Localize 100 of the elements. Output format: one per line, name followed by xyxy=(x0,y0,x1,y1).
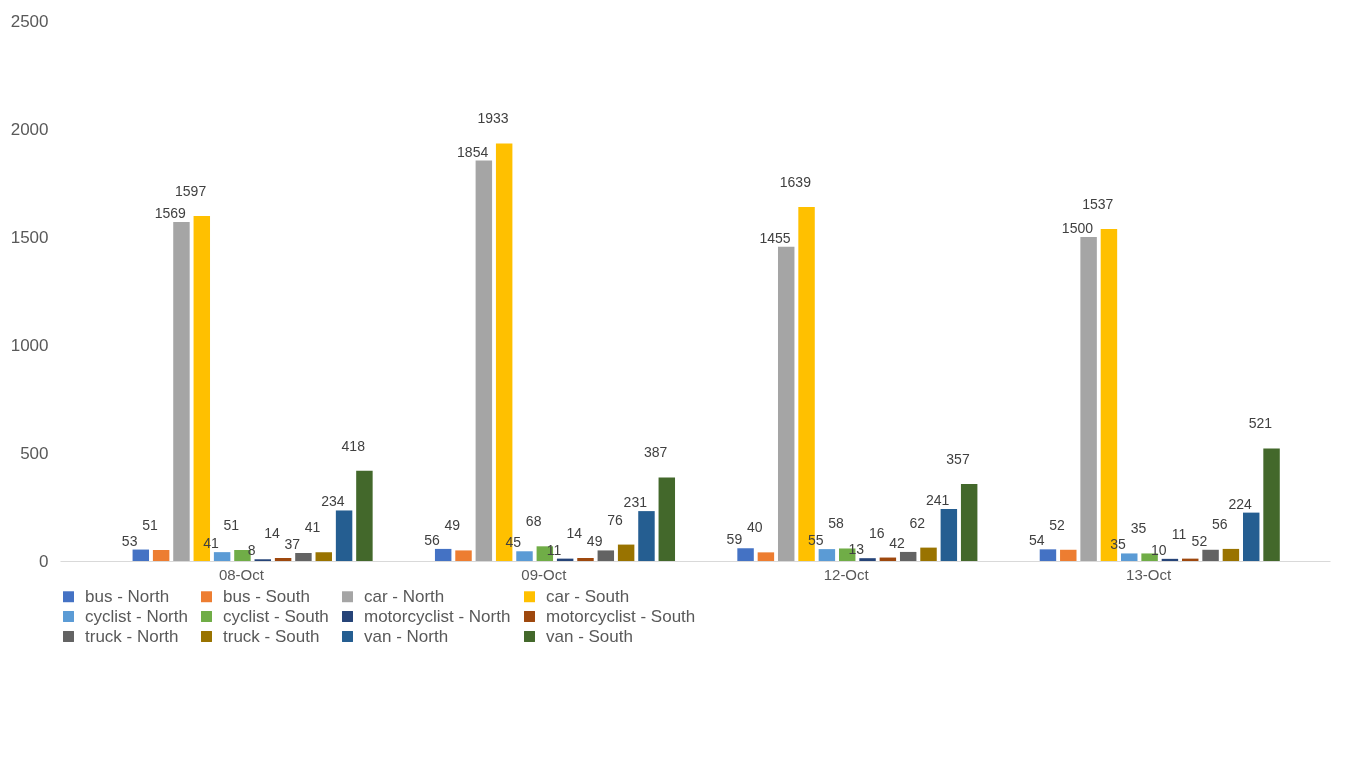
y-tick-label: 2000 xyxy=(10,119,49,139)
data-label: 418 xyxy=(341,437,366,454)
bar xyxy=(1060,549,1077,561)
data-label: 234 xyxy=(321,493,345,510)
data-label: 11 xyxy=(1171,525,1187,542)
legend-label: van - North xyxy=(364,626,449,646)
data-label: 1854 xyxy=(457,143,489,160)
data-label: 58 xyxy=(828,515,845,532)
data-label: 8 xyxy=(247,542,256,559)
bar xyxy=(1121,553,1138,561)
bar xyxy=(757,552,775,561)
bar xyxy=(818,549,836,561)
data-label: 14 xyxy=(566,524,583,541)
bar xyxy=(1039,549,1057,561)
bar xyxy=(1243,512,1260,561)
data-label: 51 xyxy=(142,516,158,533)
legend-label: bus - South xyxy=(223,586,310,606)
data-label: 49 xyxy=(586,533,603,550)
data-label: 357 xyxy=(946,450,970,467)
data-label: 52 xyxy=(1191,532,1208,549)
bar xyxy=(737,548,754,561)
data-label: 1537 xyxy=(1082,196,1114,213)
data-label: 42 xyxy=(889,534,906,551)
bar xyxy=(274,557,292,561)
bar xyxy=(638,511,655,561)
y-tick-label: 2500 xyxy=(10,11,49,31)
x-tick-label: 12-Oct xyxy=(823,565,870,583)
bar xyxy=(356,470,373,561)
bar xyxy=(335,510,353,561)
data-label: 68 xyxy=(525,513,542,530)
data-label: 16 xyxy=(868,524,885,541)
bar xyxy=(940,508,958,561)
data-label: 51 xyxy=(223,516,240,533)
bar xyxy=(152,549,170,561)
x-tick-label: 13-Oct xyxy=(1126,565,1172,583)
bar xyxy=(1141,553,1158,561)
bar xyxy=(1222,548,1240,561)
data-label: 1639 xyxy=(779,173,812,190)
data-label: 14 xyxy=(264,524,280,541)
data-label: 52 xyxy=(1049,516,1066,533)
legend-label: motorcyclist - South xyxy=(546,606,696,626)
legend-label: bus - North xyxy=(85,586,170,606)
bar xyxy=(920,547,937,561)
legend-label: cyclist - North xyxy=(85,606,188,626)
data-label: 1569 xyxy=(154,205,187,222)
bar xyxy=(777,246,795,561)
bar xyxy=(960,483,978,561)
bar xyxy=(859,558,876,561)
data-label: 241 xyxy=(925,491,950,508)
data-label: 10 xyxy=(1150,541,1167,558)
legend-label: car - South xyxy=(546,586,630,606)
data-label: 37 xyxy=(284,536,301,553)
bar xyxy=(475,160,493,561)
data-label: 62 xyxy=(909,514,926,531)
bar xyxy=(899,551,917,561)
bar xyxy=(516,551,533,561)
bar xyxy=(1202,549,1219,561)
data-label: 54 xyxy=(1028,532,1045,549)
bar xyxy=(315,552,332,561)
bar xyxy=(1080,237,1097,561)
data-label: 521 xyxy=(1248,415,1273,432)
y-tick-label: 500 xyxy=(20,443,49,463)
data-label: 387 xyxy=(643,444,668,461)
legend-label: truck - South xyxy=(223,626,320,646)
data-label: 56 xyxy=(1211,515,1228,532)
bar xyxy=(1263,448,1280,561)
data-label: 56 xyxy=(424,531,440,548)
data-label: 1455 xyxy=(759,229,791,246)
bar xyxy=(173,222,190,561)
legend-label: motorcyclist - North xyxy=(364,606,511,626)
bar xyxy=(577,557,594,561)
data-label: 49 xyxy=(444,517,461,534)
legend-label: car - North xyxy=(364,586,445,606)
legend-label: truck - North xyxy=(85,626,179,646)
y-tick-label: 0 xyxy=(39,551,49,571)
data-label: 59 xyxy=(726,531,743,548)
data-label: 41 xyxy=(304,519,321,536)
x-tick-label: 09-Oct xyxy=(521,565,568,583)
data-label: 224 xyxy=(1228,495,1252,512)
x-tick-label: 08-Oct xyxy=(218,565,265,583)
data-label: 1500 xyxy=(1061,220,1094,236)
y-tick-label: 1000 xyxy=(10,335,49,355)
data-label: 1597 xyxy=(175,183,207,200)
data-label: 13 xyxy=(848,541,865,558)
bar xyxy=(455,550,472,561)
data-label: 1933 xyxy=(477,110,509,127)
bar xyxy=(434,548,452,561)
bar xyxy=(295,553,312,561)
data-label: 40 xyxy=(746,519,763,536)
bar xyxy=(213,552,231,561)
data-label: 76 xyxy=(607,511,623,528)
legend-label: van - South xyxy=(546,626,633,646)
data-label: 53 xyxy=(121,532,138,549)
y-tick-label: 1500 xyxy=(10,227,49,247)
bar xyxy=(617,544,635,561)
bar xyxy=(597,550,615,561)
bar xyxy=(132,549,150,561)
data-label: 35 xyxy=(1130,520,1147,537)
bar xyxy=(658,477,676,561)
data-label: 231 xyxy=(623,494,648,511)
